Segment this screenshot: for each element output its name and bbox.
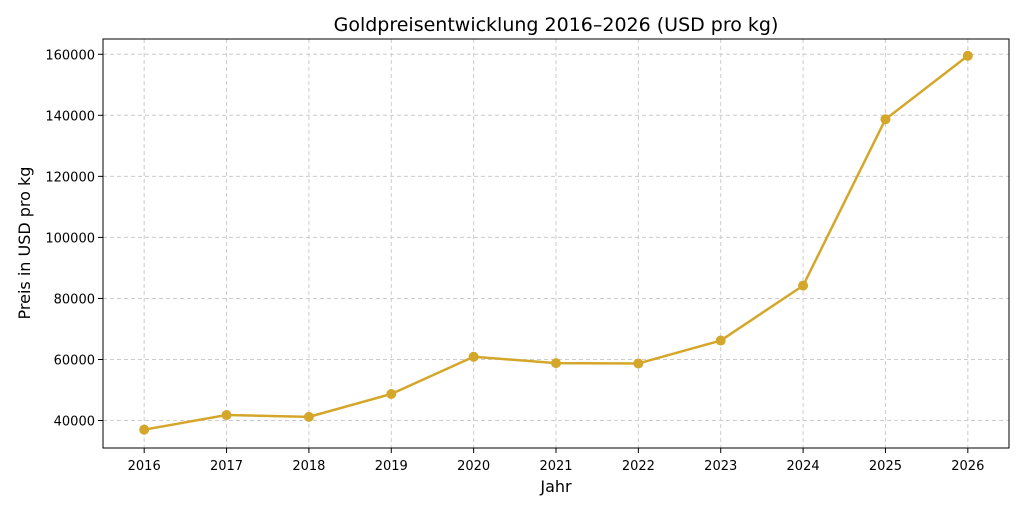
y-tick-label: 160000: [45, 48, 95, 63]
y-tick-label: 140000: [45, 109, 95, 124]
data-point: [715, 335, 726, 346]
data-point: [551, 358, 561, 369]
data-point: [798, 280, 809, 291]
x-tick-label: 2024: [787, 459, 820, 474]
y-tick-label: 80000: [54, 292, 95, 307]
x-tick-label: 2016: [128, 459, 161, 474]
x-tick-label: 2020: [457, 459, 490, 474]
grid: [103, 39, 1009, 448]
x-tick-label: 2017: [210, 459, 243, 474]
data-point: [468, 351, 479, 362]
y-tick-label: 40000: [54, 415, 95, 430]
data-point: [386, 388, 397, 399]
x-axis: 2016 2017 2018 2019 2020 2021 2022 2023 2024 2025…: [128, 448, 984, 474]
x-tick-label: 2021: [539, 459, 572, 474]
x-tick-label: 2019: [375, 459, 408, 474]
series-layer: [139, 50, 973, 435]
y-axis: 40000 60000 80000 100000 120000 140000 160000: [45, 48, 103, 430]
data-point: [139, 424, 150, 435]
y-tick-label: 100000: [45, 231, 95, 246]
y-tick-label: 60000: [54, 353, 95, 368]
data-point: [880, 114, 891, 125]
y-axis-title: Preis in USD pro kg: [15, 167, 34, 320]
x-tick-label: 2026: [951, 459, 984, 474]
x-tick-label: 2023: [704, 459, 737, 474]
chart-title: Goldpreisentwicklung 2016–2026 (USD pro …: [334, 14, 779, 36]
x-axis-title: Jahr: [539, 477, 572, 496]
x-tick-label: 2018: [292, 459, 325, 474]
x-tick-label: 2022: [622, 459, 655, 474]
data-point: [221, 410, 232, 421]
y-tick-label: 120000: [45, 170, 95, 185]
data-point: [633, 358, 644, 369]
data-point: [303, 411, 314, 422]
x-tick-label: 2025: [869, 459, 902, 474]
data-point: [962, 50, 973, 61]
